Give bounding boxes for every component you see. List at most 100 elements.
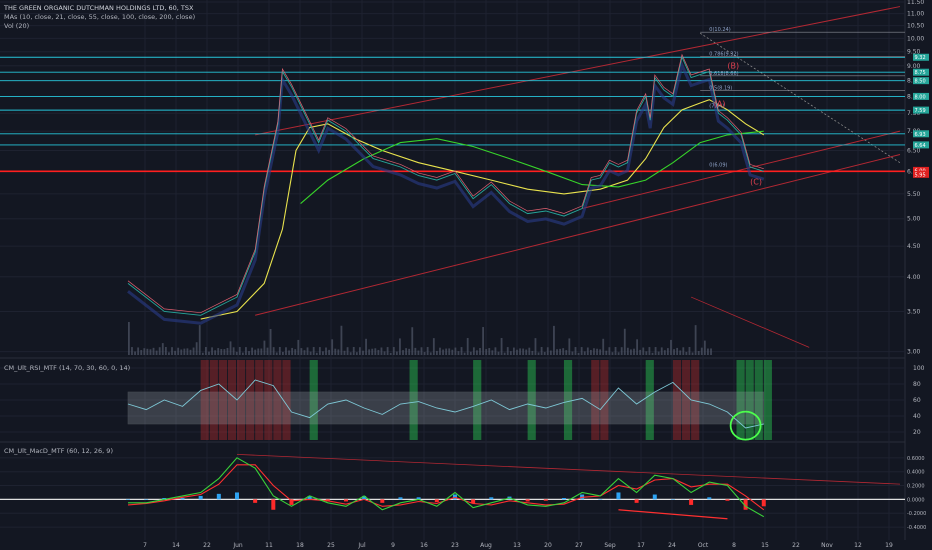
rsi-tick-label: 60 [913, 397, 921, 404]
rsi-line [127, 379, 764, 429]
volume-bar [275, 352, 278, 355]
price-badge [913, 53, 929, 61]
main-pane-legend: THE GREEN ORGANIC DUTCHMAN HOLDINGS LTD,… [4, 4, 195, 31]
rsi-overbought-bar [600, 360, 609, 440]
volume-bar [679, 350, 682, 355]
volume-bar [214, 350, 217, 355]
x-tick-label: 9 [391, 542, 395, 549]
macd-divergence-line [618, 509, 728, 520]
volume-bar [137, 347, 140, 355]
volume-bar [657, 351, 660, 355]
price-band [127, 60, 765, 325]
rsi-overbought-bar [209, 360, 218, 440]
x-tick-label: 22 [792, 542, 800, 549]
volume-bar [479, 348, 481, 355]
oversold-circle [729, 410, 762, 441]
volume-bar [596, 348, 598, 355]
volume-bar [485, 349, 488, 355]
volume-bar [617, 352, 620, 355]
volume-bar [707, 348, 709, 355]
price-badge-label: 8.75 [915, 70, 926, 76]
volume-bar [352, 347, 355, 355]
volume-bar [506, 347, 509, 355]
volume-bar [131, 347, 133, 355]
volume-bar [608, 347, 611, 355]
price-badge [913, 68, 929, 76]
moving-average-line [200, 99, 765, 320]
macd-histogram-bar [525, 499, 530, 502]
macd-histogram-bar [471, 499, 476, 504]
volume-bar [383, 351, 386, 355]
volume-bar [602, 338, 605, 355]
macd-title: CM_Ult_MacD_MTF (60, 12, 26, 9) [4, 447, 113, 455]
volume-bar [663, 350, 666, 355]
volume-bar [476, 350, 478, 355]
macd-histogram-bar [289, 499, 294, 505]
macd-histogram-bar [561, 498, 566, 500]
volume-bar [365, 338, 367, 355]
volume-bar [703, 340, 706, 355]
volume-bar [503, 352, 506, 355]
x-tick-label: Aug [480, 542, 492, 549]
volume-bar [377, 349, 380, 355]
volume-bar [556, 349, 558, 355]
volume-bar [334, 348, 337, 355]
volume-bar [571, 351, 574, 355]
fib-label: 0(10.24) [709, 27, 730, 33]
volume-bar [546, 347, 549, 355]
volume-bar [322, 351, 324, 355]
volume-bar [509, 351, 512, 355]
volume-bar [534, 338, 537, 355]
volume-bar [134, 351, 136, 355]
volume-bar [158, 347, 161, 355]
channel-mid [581, 130, 901, 209]
volume-bar [161, 343, 164, 355]
fib-label: (7.64) [709, 103, 724, 109]
volume-bar [269, 329, 272, 355]
rsi-overbought-bar [218, 360, 227, 440]
volume-bar [472, 347, 475, 355]
volume-bar [528, 347, 531, 355]
volume-bar [297, 339, 300, 355]
volume-bar [620, 347, 623, 355]
volume-bar [491, 350, 494, 355]
wave-label: (B) [727, 62, 739, 71]
x-tick-label: 27 [575, 542, 583, 549]
volume-bar [315, 352, 318, 355]
price-badge-label: 8.50 [915, 79, 926, 85]
macd-histogram-bar [216, 493, 221, 500]
volume-bar [636, 339, 638, 355]
volume-bar [522, 348, 525, 355]
volume-bar [593, 348, 595, 355]
x-tick-label: 22 [203, 542, 211, 549]
volume-bar [248, 351, 250, 355]
volume-bar [232, 347, 235, 355]
volume-bar [220, 348, 223, 355]
price-badge [913, 170, 929, 178]
macd-histogram-bar [198, 495, 203, 500]
rsi-oversold-bar [645, 360, 654, 440]
volume-bar [257, 348, 260, 355]
volume-bar [405, 348, 407, 355]
volume-bar [208, 351, 210, 355]
volume-bar [328, 349, 330, 355]
macd-histogram-bar [380, 499, 385, 503]
macd-divergence-line [236, 453, 901, 485]
fib-label: 0.618(8.66) [709, 71, 738, 77]
volume-bar [457, 351, 460, 355]
volume-bar [349, 352, 352, 355]
volume-bar [414, 347, 417, 355]
x-tick-label: Jun [232, 542, 243, 549]
macd-histogram-bar [162, 498, 167, 500]
macd-histogram-bar [489, 497, 494, 500]
volume-bar [614, 347, 617, 355]
rsi-oversold-bar [563, 360, 573, 440]
volume-bar [605, 350, 608, 355]
price-badge-label: 6.64 [915, 143, 926, 149]
x-tick-label: Sep [604, 542, 616, 549]
volume-bar [238, 347, 241, 355]
volume-bar [676, 347, 679, 355]
macd-histogram-bar [689, 499, 694, 505]
volume-bar [442, 349, 444, 355]
